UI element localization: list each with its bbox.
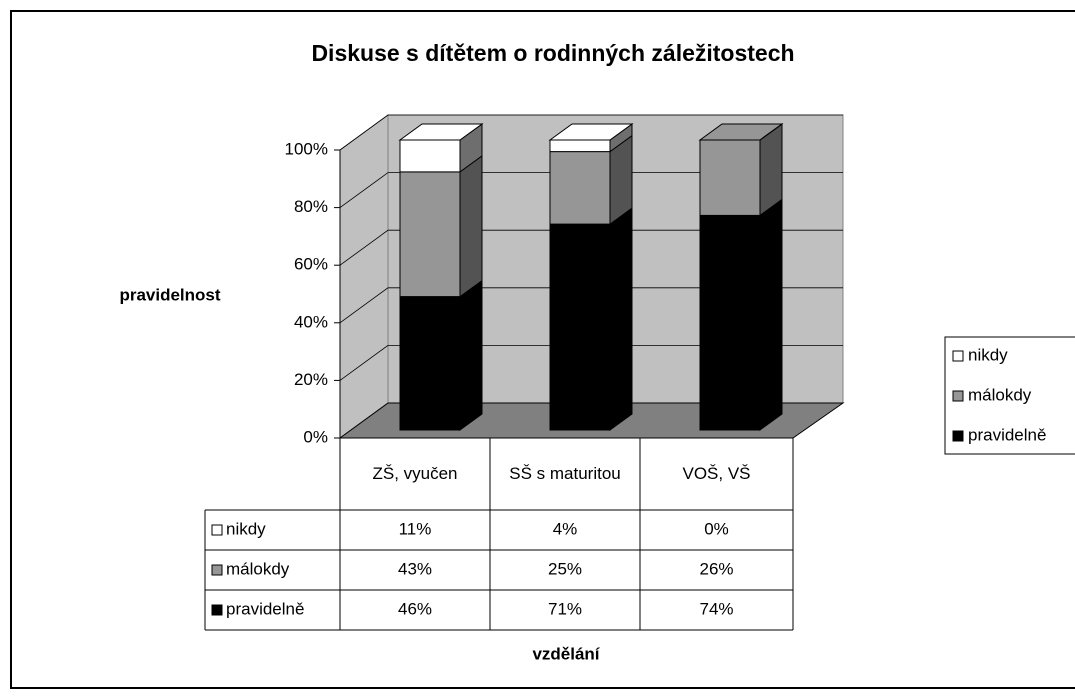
y-tick-label: 60% (294, 255, 328, 274)
bar-side (609, 207, 633, 431)
data-label: 4% (553, 519, 578, 538)
data-label: 0% (704, 519, 729, 538)
legend-key (211, 564, 223, 576)
row-label: pravidelně (226, 599, 304, 618)
y-tick-label: 100% (285, 139, 328, 158)
legend-box (944, 336, 1075, 455)
row-label: nikdy (226, 519, 266, 538)
bar-segment (399, 139, 461, 173)
y-tick-label: 0% (303, 427, 328, 446)
grid-line (339, 114, 843, 151)
y-tick-label: 20% (294, 370, 328, 389)
x-tick-label: ZŠ, vyučen (372, 464, 458, 483)
legend-label: nikdy (968, 345, 1008, 364)
legend-key (952, 390, 964, 402)
data-label: 11% (399, 519, 432, 538)
bar-side (759, 198, 783, 431)
row-label: málokdy (226, 559, 290, 578)
data-label: 43% (398, 559, 432, 578)
chart-title: Diskuse s dítětem o rodinných záležitost… (311, 40, 794, 66)
data-label: 26% (699, 559, 733, 578)
bar-side (759, 123, 783, 141)
grid-line (339, 287, 843, 324)
legend-key (952, 430, 964, 442)
bar-segment (549, 223, 611, 431)
grid-line (339, 229, 843, 266)
bar-segment (399, 171, 461, 298)
grid-line (339, 344, 843, 381)
x-axis-label: vzdělání (532, 644, 600, 663)
bar-segment (699, 214, 761, 431)
legend-key (952, 350, 964, 362)
bar-segment (699, 139, 761, 216)
bar-side (459, 154, 483, 298)
data-label: 74% (699, 599, 733, 618)
legend-label: málokdy (968, 385, 1032, 404)
y-tick-label: 40% (294, 312, 328, 331)
legend-key (211, 604, 223, 616)
data-label: 25% (548, 559, 582, 578)
bar-top (548, 123, 634, 141)
bar-side (459, 279, 483, 431)
y-axis-label: pravidelnost (119, 285, 220, 304)
x-tick-label: VOŠ, VŠ (682, 464, 751, 483)
category-cell: ZŠ, vyučen (372, 464, 458, 483)
x-tick-label: SŠ s maturitou (509, 464, 621, 483)
legend-key (211, 524, 223, 536)
category-cell: VOŠ, VŠ (682, 464, 751, 483)
category-cell: SŠ s maturitou (509, 464, 621, 483)
grid-line (339, 172, 843, 208)
bar-segment (549, 139, 611, 153)
side-wall (339, 114, 389, 439)
legend-label: pravidelně (968, 425, 1046, 444)
data-label: 71% (548, 599, 582, 618)
y-tick-label: 80% (294, 197, 328, 216)
bar-segment (549, 151, 611, 225)
bar-segment (399, 296, 461, 431)
data-label: 46% (398, 599, 432, 618)
bar-top (398, 123, 484, 141)
